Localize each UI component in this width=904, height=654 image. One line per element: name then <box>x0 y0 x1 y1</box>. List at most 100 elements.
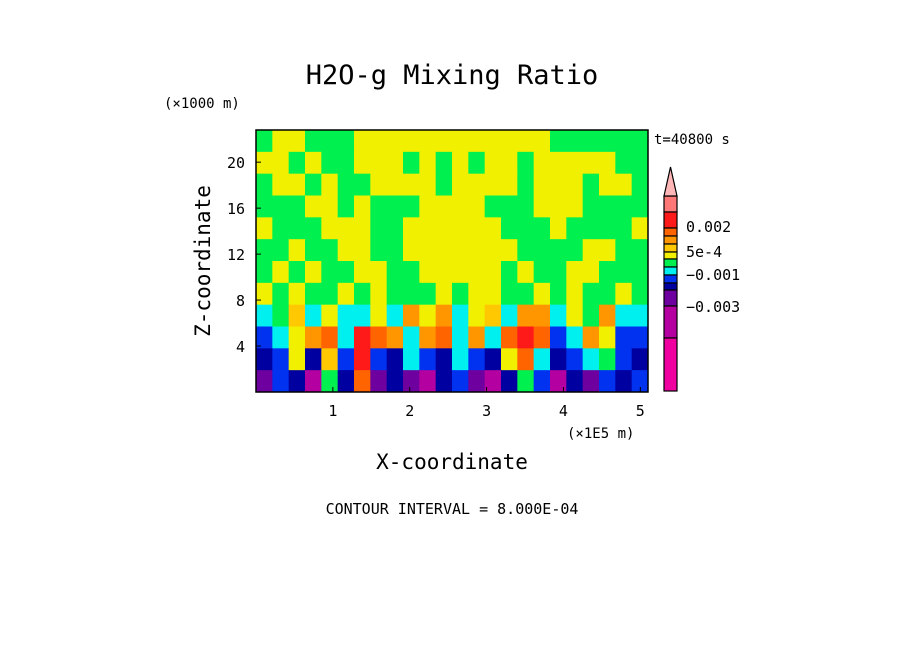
field-cell <box>615 239 633 262</box>
field-cell <box>615 151 633 175</box>
field-cell <box>566 370 584 393</box>
field-cell <box>452 304 469 327</box>
field-cell <box>403 239 420 262</box>
field-cell <box>354 173 371 196</box>
field-cell <box>435 151 453 175</box>
field-cell <box>272 348 290 371</box>
field-cell <box>599 304 616 327</box>
field-cell <box>403 261 420 284</box>
field-cell <box>435 173 453 196</box>
field-cell <box>599 173 616 196</box>
field-cell <box>533 370 551 393</box>
field-cell <box>566 348 584 371</box>
field-cell <box>484 151 502 175</box>
colorbar-swatch <box>663 195 678 213</box>
field-cell <box>615 130 633 153</box>
field-cell <box>533 151 551 175</box>
field-cell <box>305 173 322 196</box>
field-cell <box>452 239 469 262</box>
colorbar-label: −0.003 <box>686 298 740 316</box>
field-cell <box>631 326 649 349</box>
field-cell <box>321 173 339 196</box>
x-axis-title: X-coordinate <box>376 450 528 474</box>
colorbar-swatch <box>663 211 678 229</box>
field-cell <box>566 326 584 349</box>
field-cell <box>582 304 600 327</box>
field-cell <box>566 282 584 306</box>
field-cell <box>354 304 371 327</box>
field-cell <box>501 130 518 153</box>
field-cell <box>517 304 535 327</box>
field-cell <box>501 326 518 349</box>
field-cell <box>452 173 469 196</box>
field-cell <box>354 217 371 240</box>
field-cell <box>337 304 355 327</box>
field-cell <box>631 261 649 284</box>
field-cell <box>582 217 600 240</box>
field-cell <box>517 348 535 371</box>
field-cell <box>256 326 273 349</box>
field-cell <box>533 304 551 327</box>
field-cell <box>615 282 633 306</box>
field-cell <box>599 282 616 306</box>
colorbar: 0.002 5e-4 −0.001 −0.003 <box>663 166 740 392</box>
field-cell <box>403 151 420 175</box>
field-cell <box>435 326 453 349</box>
field-cell <box>272 282 290 306</box>
field-cell <box>566 239 584 262</box>
colorbar-swatch <box>663 227 678 237</box>
field-cell <box>288 173 306 196</box>
field-cell <box>501 217 518 240</box>
field-cell <box>484 239 502 262</box>
field-cell <box>517 239 535 262</box>
y-tick-label: 16 <box>227 200 245 218</box>
field-cell <box>452 130 469 153</box>
field-cell <box>599 151 616 175</box>
field-cell <box>435 239 453 262</box>
field-cell <box>419 282 437 306</box>
field-cell <box>419 304 437 327</box>
field-cell <box>288 195 306 218</box>
field-cell <box>403 348 420 371</box>
field-cell <box>256 304 273 327</box>
field-cell <box>386 195 404 218</box>
field-cell <box>419 151 437 175</box>
field-cell <box>386 151 404 175</box>
field-cell <box>272 370 290 393</box>
field-cell <box>452 217 469 240</box>
contour-field <box>256 130 649 393</box>
field-cell <box>370 217 388 240</box>
field-cell <box>533 217 551 240</box>
field-cell <box>566 173 584 196</box>
field-cell <box>582 282 600 306</box>
field-cell <box>484 173 502 196</box>
field-cell <box>419 261 437 284</box>
field-cell <box>550 151 567 175</box>
chart-title: H2O-g Mixing Ratio <box>306 60 599 91</box>
field-cell <box>550 348 567 371</box>
field-cell <box>435 282 453 306</box>
field-cell <box>533 195 551 218</box>
field-cell <box>435 130 453 153</box>
field-cell <box>501 151 518 175</box>
field-cell <box>501 370 518 393</box>
field-cell <box>484 217 502 240</box>
field-cell <box>386 217 404 240</box>
field-cell <box>337 217 355 240</box>
field-cell <box>288 282 306 306</box>
field-cell <box>468 195 486 218</box>
field-cell <box>517 173 535 196</box>
field-cell <box>337 326 355 349</box>
field-cell <box>501 239 518 262</box>
field-cell <box>501 304 518 327</box>
field-cell <box>321 326 339 349</box>
field-cell <box>468 151 486 175</box>
field-cell <box>305 370 322 393</box>
field-cell <box>386 130 404 153</box>
field-cell <box>533 261 551 284</box>
field-cell <box>321 348 339 371</box>
field-cell <box>468 239 486 262</box>
field-cell <box>550 326 567 349</box>
field-cell <box>305 195 322 218</box>
field-cell <box>370 151 388 175</box>
